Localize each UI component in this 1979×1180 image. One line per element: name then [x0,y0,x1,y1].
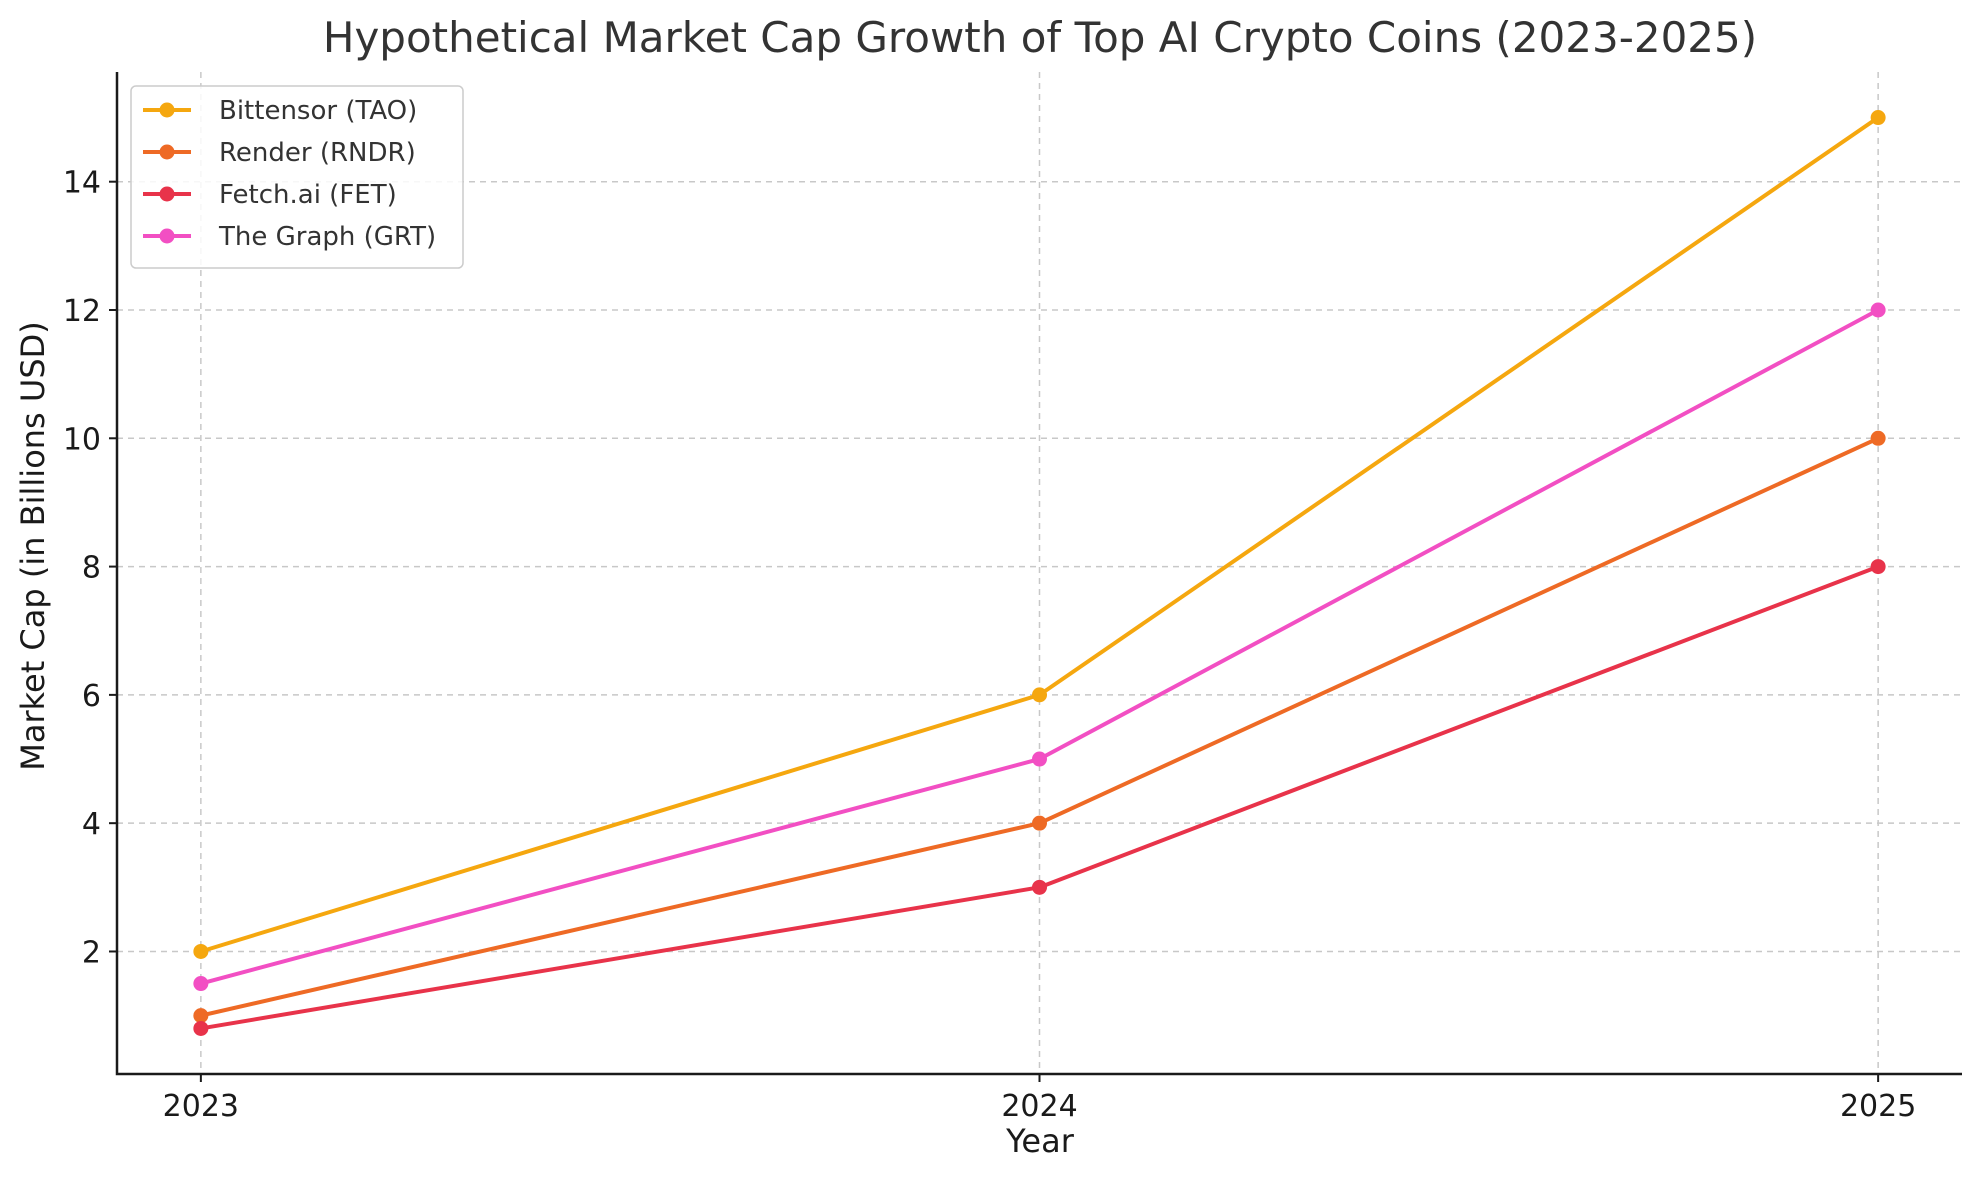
tick-labels: 2023 2024 2025 2 4 6 8 10 12 14 [63,166,1917,1124]
x-tick-label: 2024 [1001,1089,1077,1124]
legend-item: The Graph (GRT) [143,222,436,252]
legend-swatch-marker [159,102,175,118]
legend-box [130,85,464,269]
series-0 [193,110,1886,959]
series-1 [193,430,1886,1024]
data-point [193,976,209,992]
legend-item: Bittensor (TAO) [143,96,417,126]
y-tick-label: 12 [63,294,101,329]
x-tick-label: 2023 [163,1089,239,1124]
y-tick-label: 8 [82,551,101,586]
data-point [1870,559,1886,575]
y-tick-label: 10 [63,422,101,457]
data-point [193,1020,209,1036]
data-point [1870,302,1886,318]
legend-label: Render (RNDR) [219,138,416,168]
data-point [1032,879,1047,895]
legend-item: Render (RNDR) [143,138,416,168]
legend-item: Fetch.ai (FET) [143,180,397,210]
data-point [1032,815,1047,831]
y-tick-label: 2 [82,935,101,970]
data-point [1870,110,1886,126]
data-point [1032,751,1047,767]
x-axis-label: Year [1005,1122,1075,1160]
chart-title: Hypothetical Market Cap Growth of Top AI… [323,13,1757,62]
y-tick-label: 6 [82,679,101,714]
y-tick-label: 4 [82,807,101,842]
legend-swatch-marker [159,228,175,244]
y-tick-label: 14 [63,166,101,201]
axes [109,72,1962,1082]
legend-label: Bittensor (TAO) [219,96,417,126]
series-3 [193,302,1886,992]
legend: Bittensor (TAO) Render (RNDR) Fetch.ai (FE… [130,85,464,269]
data-point [1032,687,1047,703]
axis-spines [115,72,1962,1076]
data-point [193,1008,209,1024]
series-layer [193,110,1886,1036]
y-axis-label: Market Cap (in Billions USD) [14,321,52,771]
legend-label: Fetch.ai (FET) [219,180,397,210]
x-tick-label: 2025 [1840,1089,1916,1124]
data-point [193,943,209,959]
series-2 [193,559,1886,1036]
legend-swatch-marker [159,186,175,202]
legend-label: The Graph (GRT) [218,222,436,252]
legend-swatch-marker [159,144,175,160]
data-point [1870,430,1886,446]
